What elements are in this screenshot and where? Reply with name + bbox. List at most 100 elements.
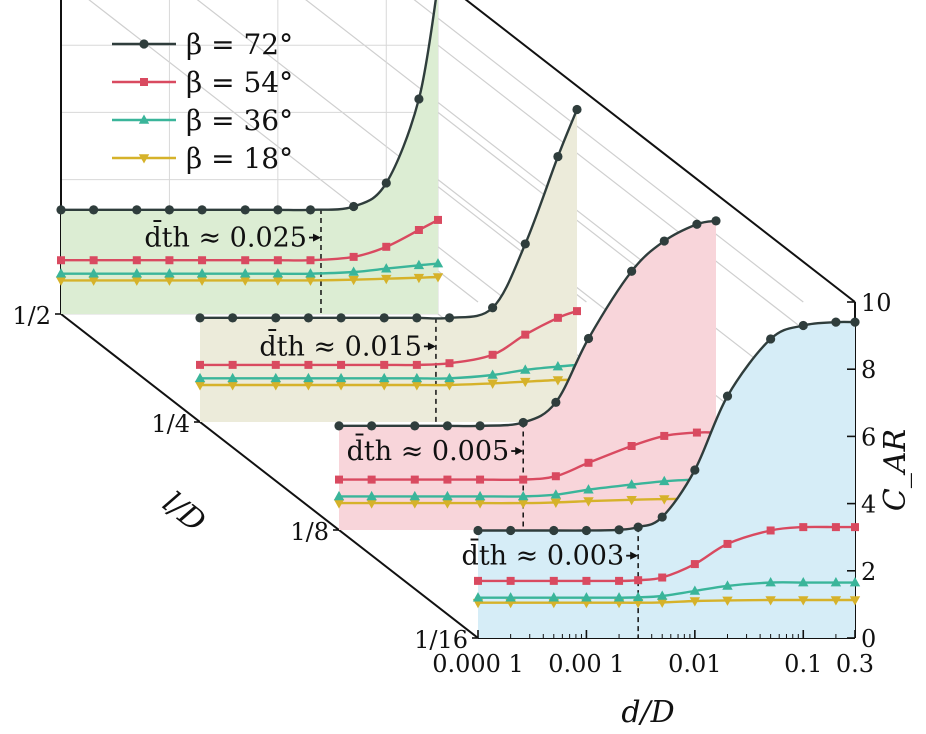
point-beta36-panel-4-10 [798, 577, 809, 587]
point-beta72-panel-3-3 [442, 421, 453, 431]
point-beta54-panel-3-6 [551, 472, 560, 481]
frame-bottom-depth [60, 313, 479, 639]
point-beta72-panel-4-12 [850, 317, 860, 327]
legend-label-beta36: β = 36° [186, 104, 293, 137]
depth-tick-label-2: 1/8 [290, 518, 329, 546]
panel-fill-3 [339, 220, 716, 530]
point-beta54-panel-2-4 [337, 360, 346, 369]
point-beta54-panel-4-5 [634, 576, 643, 585]
point-beta54-panel-4-10 [799, 523, 808, 532]
point-beta54-panel-1-4 [198, 256, 207, 265]
point-beta72-panel-3-10 [692, 219, 702, 229]
point-beta72-panel-3-2 [410, 421, 420, 431]
point-beta54-panel-2-2 [271, 360, 280, 369]
point-beta72-panel-1-0 [56, 205, 66, 215]
legend-label-beta18: β = 18° [186, 142, 293, 175]
point-beta72-panel-4-9 [766, 334, 776, 344]
frame-top-depth [464, 0, 856, 303]
point-beta18-panel-3-1 [366, 499, 377, 509]
point-beta54-panel-4-11 [831, 523, 840, 532]
y-tick-label-0: 0 [861, 625, 876, 653]
point-beta72-panel-3-1 [367, 421, 377, 431]
point-beta18-panel-3-5 [518, 499, 529, 509]
point-beta54-panel-4-2 [549, 576, 558, 585]
point-beta18-panel-2-3 [303, 381, 314, 391]
point-beta18-panel-1-10 [413, 273, 425, 284]
point-beta18-panel-1-8 [348, 275, 359, 286]
point-beta36-panel-2-4 [335, 372, 347, 383]
y-tick-label-3: 6 [861, 423, 876, 451]
legend-label-beta72: β = 72° [186, 28, 293, 61]
point-beta54-panel-3-9 [660, 431, 669, 440]
point-beta36-panel-2-8 [487, 369, 498, 379]
panel-fill-4 [478, 321, 855, 638]
point-beta36-panel-3-9 [659, 475, 670, 486]
point-beta72-panel-4-1 [506, 525, 516, 536]
threshold-annotation-1: d̄th ≈ 0.025 [144, 219, 307, 254]
point-beta18-panel-2-6 [411, 381, 423, 391]
depth-axis-label: l/D [156, 485, 212, 540]
point-beta18-panel-2-1 [227, 381, 238, 391]
grid-line-depth-x-3 [413, 0, 804, 303]
point-beta36-panel-1-9 [381, 263, 392, 273]
panel-stack: d̄th ≈ 0.025 d̄th ≈ 0.015 d̄th ≈ 0.005 d̄th… [55, 0, 861, 638]
point-beta36-panel-1-3 [164, 268, 175, 278]
point-beta36-panel-4-11 [830, 577, 842, 587]
point-beta18-panel-3-2 [409, 499, 420, 509]
point-beta36-panel-4-9 [765, 577, 776, 587]
point-beta36-panel-2-7 [444, 372, 455, 383]
point-beta36-panel-3-8 [626, 479, 637, 489]
point-beta36-panel-1-0 [55, 268, 67, 278]
point-beta18-panel-4-10 [798, 596, 809, 606]
point-beta72-panel-4-0 [473, 525, 483, 536]
point-beta18-panel-1-0 [55, 276, 67, 286]
legend-entry-beta36: β = 36° [112, 104, 293, 137]
point-beta72-panel-2-9 [520, 239, 530, 249]
point-beta72-panel-1-8 [349, 201, 359, 212]
legend-marker-beta36 [138, 114, 150, 124]
point-beta72-panel-4-10 [798, 320, 808, 331]
point-beta36-panel-1-5 [240, 268, 251, 278]
point-beta36-panel-3-6 [550, 489, 562, 499]
panel-fill-1 [61, 0, 438, 314]
x-tick-label-4: 0.3 [836, 650, 874, 678]
grid-line-depth-x-2 [305, 0, 696, 303]
point-beta36-panel-1-2 [131, 268, 142, 278]
point-beta18-panel-3-8 [626, 495, 637, 506]
point-beta18-panel-1-11 [432, 273, 444, 283]
point-beta18-panel-2-7 [444, 381, 455, 391]
point-beta72-panel-3-6 [551, 397, 561, 407]
legend-entry-beta18: β = 18° [112, 142, 293, 175]
annotation-arrowhead-2 [427, 342, 436, 351]
point-beta54-panel-4-4 [615, 576, 624, 585]
point-beta36-panel-3-7 [583, 484, 594, 494]
point-beta72-panel-4-3 [581, 525, 592, 536]
point-beta36-panel-2-5 [379, 372, 390, 383]
point-beta54-panel-3-0 [335, 475, 343, 484]
point-beta36-panel-2-6 [411, 372, 423, 383]
point-beta54-panel-2-1 [228, 360, 237, 369]
point-beta54-panel-4-12 [851, 523, 859, 532]
x-axis-label: d/D [621, 695, 674, 730]
point-beta54-panel-2-7 [445, 359, 454, 368]
point-beta18-panel-3-6 [550, 498, 562, 508]
point-beta54-panel-1-11 [434, 215, 442, 224]
point-beta72-panel-2-3 [303, 313, 314, 323]
point-beta72-panel-2-6 [412, 313, 422, 323]
point-beta36-panel-1-6 [272, 268, 284, 278]
depth-tick-label-3: 1/16 [414, 626, 468, 654]
point-beta54-panel-1-6 [273, 256, 282, 265]
point-beta18-panel-1-2 [131, 276, 142, 286]
point-beta36-panel-4-2 [548, 592, 559, 602]
point-beta72-panel-2-11 [572, 104, 582, 115]
point-beta54-panel-1-10 [414, 226, 423, 234]
threshold-annotation-3: d̄th ≈ 0.005 [347, 432, 510, 467]
point-beta72-panel-1-7 [305, 205, 316, 215]
point-beta18-panel-4-9 [765, 596, 776, 606]
point-beta18-panel-2-5 [379, 381, 390, 391]
y-tick-label-4: 8 [861, 356, 876, 384]
point-beta72-panel-4-6 [657, 512, 667, 522]
legend: β = 72° β = 54° β = 36° β = 18° [112, 28, 293, 175]
point-beta54-panel-3-4 [476, 475, 485, 484]
point-beta18-panel-2-4 [335, 381, 347, 391]
